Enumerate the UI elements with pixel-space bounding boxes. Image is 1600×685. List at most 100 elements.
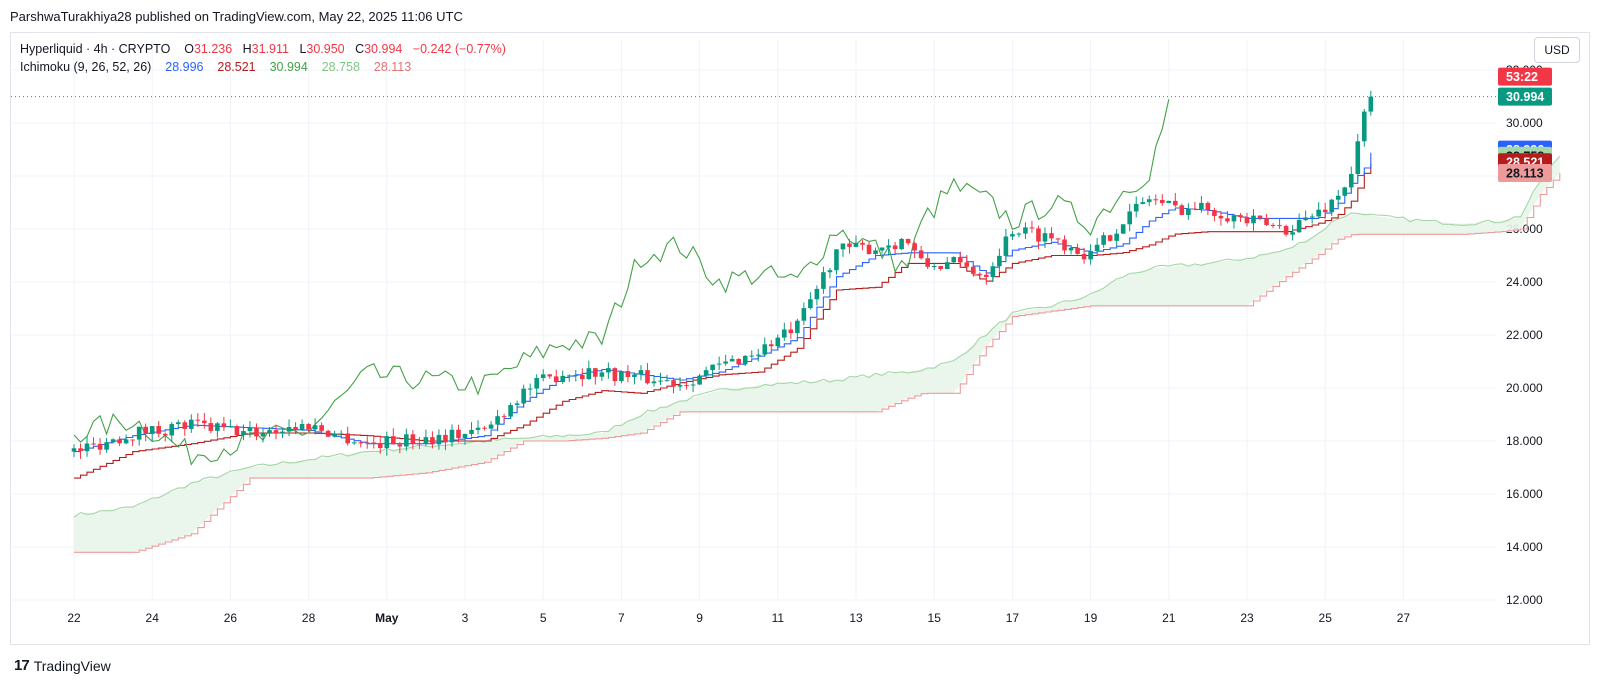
x-tick-label: 5 (540, 611, 547, 625)
candle-body (1186, 208, 1191, 215)
candle-body (1003, 236, 1009, 256)
y-tick-label: 14.000 (1506, 540, 1543, 554)
candle-body (658, 380, 663, 382)
candle-body (984, 274, 989, 277)
candle-body (338, 433, 344, 435)
indicator-name: Ichimoku (9, 26, 52, 26) (20, 60, 152, 74)
y-tick-label: 20.000 (1506, 381, 1543, 395)
candle-body (162, 433, 168, 436)
candle-body (586, 368, 592, 380)
candle-body (482, 427, 487, 429)
candle-body (377, 443, 383, 449)
candle-body (175, 422, 181, 425)
price-label-box (1498, 87, 1552, 106)
candle-body (143, 426, 148, 434)
high-value: 31.911 (251, 42, 289, 56)
candle-body (1368, 96, 1374, 112)
candle-body (1199, 202, 1204, 210)
candle-body (436, 434, 442, 445)
candle-body (384, 436, 390, 449)
candle-body (371, 442, 377, 444)
candle-body (1114, 233, 1119, 241)
y-tick-label: 18.000 (1506, 434, 1543, 448)
candle-body (1290, 232, 1295, 235)
candle-body (364, 442, 370, 444)
candle-body (1101, 235, 1106, 245)
candle-body (1212, 210, 1217, 216)
candle-body (560, 375, 566, 383)
x-tick-label: 27 (1397, 611, 1411, 625)
x-tick-label: 24 (146, 611, 160, 625)
candle-body (1329, 199, 1335, 213)
lagging-value: 30.994 (269, 60, 308, 74)
candle-body (847, 243, 852, 247)
candle-body (971, 266, 976, 274)
price-label-box (1498, 164, 1552, 183)
candle-body (1127, 211, 1132, 225)
candle-body (553, 376, 559, 383)
candle-body (671, 380, 676, 387)
high-label: H (242, 42, 252, 56)
candle-body (879, 247, 885, 251)
candle-body (1277, 225, 1282, 227)
candle-body (918, 250, 924, 259)
candle-body (1075, 247, 1080, 254)
candle-body (404, 434, 409, 447)
candle-body (228, 426, 233, 428)
candle-body (293, 426, 298, 430)
candle-body (873, 250, 878, 254)
lead-b-line (74, 173, 1561, 553)
candle-body (1257, 215, 1263, 219)
y-tick-label: 30.000 (1506, 116, 1543, 130)
y-tick-label: 16.000 (1506, 487, 1543, 501)
x-tick-label: 23 (1240, 611, 1254, 625)
candle-body (189, 419, 194, 429)
y-tick-label: 22.000 (1506, 328, 1543, 342)
candle-body (697, 375, 702, 385)
candle-body (1173, 200, 1178, 206)
candle-body (957, 257, 963, 263)
symbol-info: Hyperliquid · 4h · CRYPTO (20, 42, 171, 56)
candle-body (1159, 199, 1165, 204)
candle-body (208, 423, 214, 431)
close-value: 30.994 (364, 42, 403, 56)
candle-body (130, 439, 135, 441)
candle-body (462, 433, 468, 439)
candle-body (573, 374, 579, 376)
candle-body (521, 388, 526, 404)
candle-body (997, 255, 1002, 267)
candle-body (1029, 227, 1035, 229)
candle-body (280, 431, 285, 434)
candle-body (514, 403, 520, 406)
candle-body (221, 423, 227, 428)
candle-body (234, 426, 240, 436)
candle-body (430, 437, 435, 445)
candle-body (456, 429, 461, 439)
candle-body (749, 355, 755, 357)
candle-body (1225, 218, 1230, 222)
candle-body (827, 270, 833, 273)
x-tick-label: 13 (849, 611, 863, 625)
candle-body (944, 262, 950, 269)
candle-body (1055, 238, 1061, 240)
x-tick-label: 25 (1319, 611, 1333, 625)
candle-body (397, 444, 403, 447)
lead-a-line (73, 155, 1561, 518)
candle-body (593, 368, 598, 377)
candle-body (286, 426, 292, 432)
candle-body (677, 385, 683, 387)
open-label: O (184, 42, 194, 56)
price-label-text: 30.994 (1506, 90, 1544, 104)
currency-button[interactable]: USD (1534, 37, 1580, 63)
candle-body (332, 433, 337, 437)
candle-body (834, 249, 839, 271)
price-label-box (1498, 67, 1552, 86)
candle-body (488, 424, 494, 429)
candle-body (508, 405, 513, 417)
indicator-row: Ichimoku (9, 26, 52, 26) 28.996 28.521 3… (20, 58, 506, 76)
candle-body (1010, 234, 1015, 237)
candle-body (1042, 233, 1048, 242)
candle-body (892, 245, 898, 250)
x-tick-label: 7 (618, 611, 625, 625)
